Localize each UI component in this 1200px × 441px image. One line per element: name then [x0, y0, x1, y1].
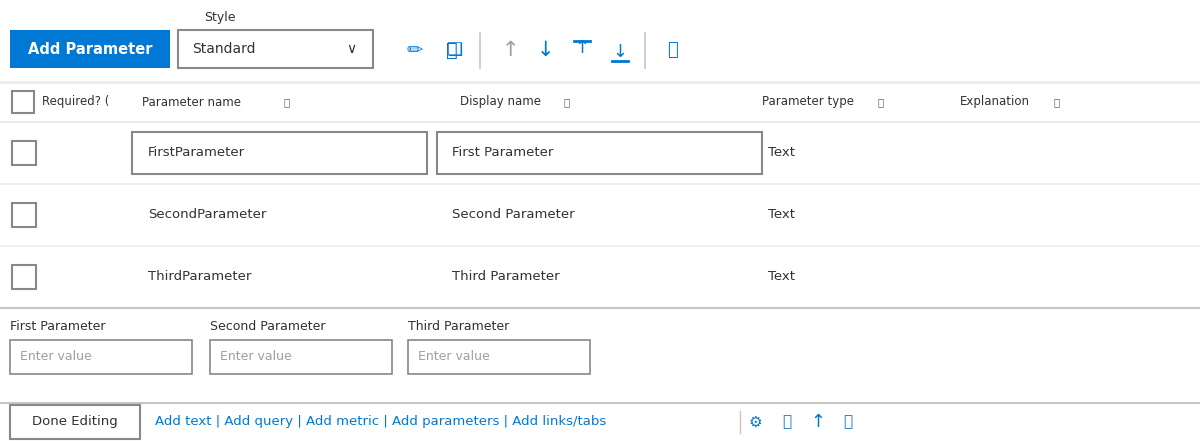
Text: Done Editing: Done Editing: [32, 415, 118, 429]
Bar: [12, 203, 36, 227]
Text: Parameter name: Parameter name: [142, 96, 241, 108]
Text: ThirdParameter: ThirdParameter: [148, 270, 251, 284]
Text: Enter value: Enter value: [418, 351, 490, 363]
Text: Add text | Add query | Add metric | Add parameters | Add links/tabs: Add text | Add query | Add metric | Add …: [155, 415, 606, 429]
Text: Text: Text: [768, 209, 796, 221]
Text: 🗑: 🗑: [844, 415, 852, 430]
Text: ⓘ: ⓘ: [283, 97, 289, 107]
Text: Text: Text: [768, 146, 796, 160]
Bar: [0, 308, 1200, 403]
Text: Standard: Standard: [192, 42, 256, 56]
Bar: [0, 246, 1200, 308]
Bar: [12, 91, 34, 113]
Text: Style: Style: [204, 11, 235, 25]
Bar: [10, 340, 192, 374]
Text: ⧉: ⧉: [782, 415, 792, 430]
Text: Third Parameter: Third Parameter: [408, 319, 509, 333]
Bar: [0, 0, 1200, 82]
Text: First Parameter: First Parameter: [452, 146, 553, 160]
Text: ∨: ∨: [346, 42, 356, 56]
Bar: [0, 403, 1200, 441]
Text: ↑: ↑: [810, 413, 826, 431]
Bar: [0, 82, 1200, 122]
Text: ⚙: ⚙: [748, 415, 762, 430]
Bar: [0, 184, 1200, 246]
Bar: [210, 340, 392, 374]
Text: ⓘ: ⓘ: [563, 97, 569, 107]
Text: 🗑: 🗑: [667, 41, 677, 59]
Text: Enter value: Enter value: [20, 351, 91, 363]
Text: ↑: ↑: [575, 39, 589, 57]
Bar: [437, 132, 762, 174]
Text: ↓: ↓: [536, 40, 553, 60]
Text: ⓘ: ⓘ: [878, 97, 884, 107]
Bar: [12, 265, 36, 289]
Text: Required? (: Required? (: [42, 96, 109, 108]
Text: Add Parameter: Add Parameter: [28, 41, 152, 56]
Text: FirstParameter: FirstParameter: [148, 146, 245, 160]
Bar: [12, 141, 36, 165]
Text: SecondParameter: SecondParameter: [148, 209, 266, 221]
Text: ❑: ❑: [446, 41, 463, 59]
Text: Third Parameter: Third Parameter: [452, 270, 559, 284]
Text: Text: Text: [768, 270, 796, 284]
Bar: [10, 30, 170, 68]
Text: First Parameter: First Parameter: [10, 319, 106, 333]
Text: ⓘ: ⓘ: [1054, 97, 1060, 107]
Bar: [0, 122, 1200, 184]
Text: ✏: ✏: [407, 41, 424, 60]
Bar: [132, 132, 427, 174]
Text: Parameter type: Parameter type: [762, 96, 854, 108]
Text: Enter value: Enter value: [220, 351, 292, 363]
Bar: [178, 30, 373, 68]
Text: Display name: Display name: [460, 96, 541, 108]
Bar: [10, 405, 140, 439]
Text: Second Parameter: Second Parameter: [452, 209, 575, 221]
Text: ↓: ↓: [612, 43, 628, 61]
Text: ⧉: ⧉: [446, 41, 458, 60]
Text: Explanation: Explanation: [960, 96, 1030, 108]
Text: ↑: ↑: [502, 40, 518, 60]
Bar: [408, 340, 590, 374]
Text: Second Parameter: Second Parameter: [210, 319, 325, 333]
